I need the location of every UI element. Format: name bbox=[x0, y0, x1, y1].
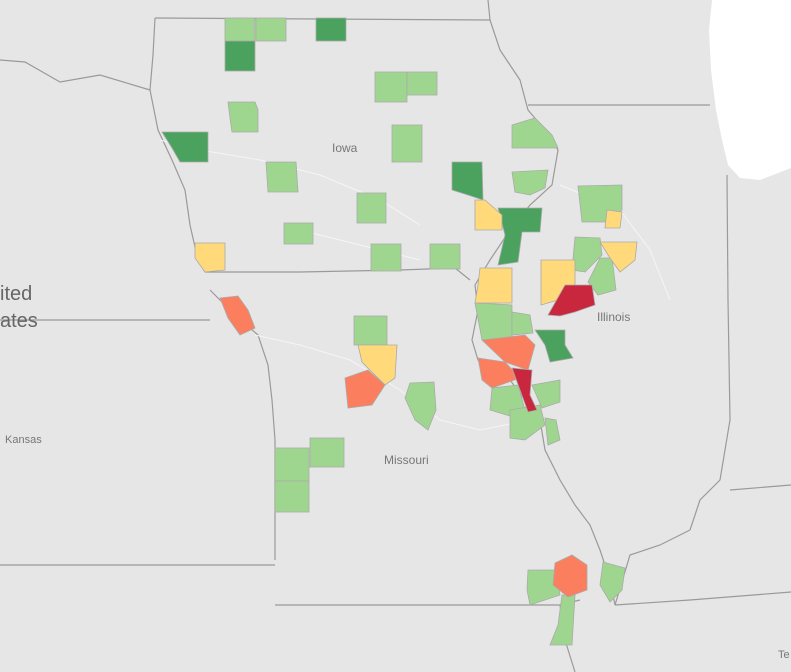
county bbox=[274, 480, 310, 513]
county bbox=[599, 561, 626, 603]
wisconsin-border bbox=[487, 0, 491, 21]
county bbox=[511, 169, 549, 196]
county bbox=[531, 379, 561, 409]
county bbox=[477, 357, 521, 389]
county bbox=[274, 447, 310, 483]
county bbox=[194, 242, 226, 273]
tennessee-label-partial: Te bbox=[778, 649, 790, 661]
united-states-label-line2: ates bbox=[0, 310, 38, 332]
county bbox=[344, 369, 386, 409]
county bbox=[406, 71, 438, 96]
county bbox=[552, 554, 588, 598]
county bbox=[534, 329, 574, 363]
county bbox=[227, 101, 259, 133]
iowa-label: Iowa bbox=[332, 141, 358, 155]
county bbox=[404, 381, 437, 431]
county bbox=[353, 315, 388, 346]
illinois-label: Illinois bbox=[597, 310, 630, 324]
kentucky-tennessee-border bbox=[614, 591, 791, 606]
dark-green-counties bbox=[161, 17, 574, 363]
county bbox=[255, 17, 287, 42]
county bbox=[547, 284, 596, 317]
county bbox=[391, 124, 423, 163]
light-green-counties bbox=[224, 17, 626, 646]
missouri-label: Missouri bbox=[384, 453, 429, 467]
county bbox=[511, 311, 534, 336]
county bbox=[526, 569, 561, 606]
county bbox=[474, 267, 513, 304]
county bbox=[604, 209, 623, 229]
county bbox=[309, 437, 345, 468]
salmon-counties bbox=[219, 295, 588, 598]
nebraska-sd-border bbox=[0, 59, 151, 91]
county bbox=[374, 71, 408, 103]
county bbox=[356, 192, 387, 224]
county bbox=[161, 131, 209, 163]
lake-michigan bbox=[709, 0, 791, 180]
county bbox=[219, 295, 256, 336]
county bbox=[474, 302, 513, 341]
illinois-indiana-border bbox=[689, 174, 731, 531]
county bbox=[265, 161, 299, 193]
county bbox=[224, 17, 256, 42]
county bbox=[429, 243, 461, 270]
county-regions[interactable] bbox=[161, 17, 638, 646]
united-states-label-line1: ited bbox=[0, 283, 32, 305]
county bbox=[283, 222, 314, 245]
county bbox=[497, 207, 543, 266]
kansas-label: Kansas bbox=[5, 434, 42, 446]
county bbox=[224, 40, 256, 72]
yellow-counties bbox=[194, 199, 638, 386]
county bbox=[370, 243, 402, 272]
county bbox=[451, 161, 484, 201]
county bbox=[481, 334, 536, 371]
county bbox=[599, 241, 638, 273]
county bbox=[474, 199, 503, 231]
indiana-ohio-border bbox=[729, 484, 791, 491]
county bbox=[315, 17, 347, 42]
county bbox=[511, 117, 559, 149]
county bbox=[511, 367, 538, 413]
county bbox=[544, 417, 561, 446]
red-counties bbox=[511, 284, 596, 413]
